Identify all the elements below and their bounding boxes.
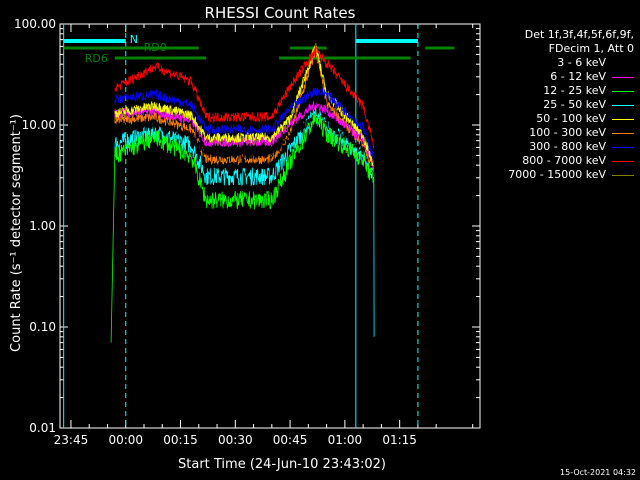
y-tick-label: 0.01 <box>29 421 56 435</box>
legend-entries: 3 - 6 keV 6 - 12 keV 12 - 25 keV 25 - 50 ke… <box>508 56 634 182</box>
legend-label: 7000 - 15000 keV <box>508 168 606 181</box>
annotations: N RD0 RD6 <box>63 24 455 428</box>
legend: Det 1f,3f,4f,5f,6f,9f, FDecim 1, Att 0 3… <box>508 28 634 182</box>
axis-ticks <box>60 23 480 429</box>
legend-swatch <box>612 62 634 64</box>
legend-label: 50 - 100 keV <box>536 112 606 125</box>
legend-entry: 7000 - 15000 keV <box>508 168 634 182</box>
legend-label: 25 - 50 keV <box>543 98 606 111</box>
legend-entry: 12 - 25 keV <box>508 84 634 98</box>
x-tick-label: 00:45 <box>273 433 308 447</box>
x-tick-label: 00:00 <box>108 433 143 447</box>
series-line <box>114 87 375 164</box>
legend-label: 3 - 6 keV <box>557 56 606 69</box>
series-line <box>114 42 375 167</box>
x-tick-label: 01:15 <box>382 433 417 447</box>
legend-swatch <box>612 174 634 176</box>
night-label: N <box>130 33 138 46</box>
series-line <box>110 108 375 343</box>
x-tick-label: 00:30 <box>218 433 253 447</box>
legend-entry: 300 - 800 keV <box>508 140 634 154</box>
attenuator-label: RD6 <box>85 52 108 65</box>
legend-swatch <box>612 118 634 120</box>
legend-entry: 25 - 50 keV <box>508 98 634 112</box>
series-layer <box>110 42 375 343</box>
x-tick-label: 00:15 <box>163 433 198 447</box>
chart-title: RHESSI Count Rates <box>205 4 356 22</box>
plot-frame <box>59 23 481 429</box>
attenuator-label: RD0 <box>144 41 167 54</box>
legend-label: 100 - 300 keV <box>529 126 606 139</box>
legend-swatch <box>612 160 634 162</box>
legend-label: 300 - 800 keV <box>529 140 606 153</box>
y-tick-label: 1.00 <box>29 219 56 233</box>
series-line <box>114 114 375 178</box>
legend-label: 12 - 25 keV <box>543 84 606 97</box>
legend-swatch <box>612 146 634 148</box>
legend-label: 800 - 7000 keV <box>522 154 606 167</box>
legend-entry: 800 - 7000 keV <box>508 154 634 168</box>
x-tick-label: 23:45 <box>54 433 89 447</box>
legend-swatch <box>612 104 634 106</box>
y-tick-label: 10.00 <box>22 118 56 132</box>
tick-labels: 0.01 0.10 1.00 10.00 100.00 23:45 00:00 00:15 00… <box>14 17 417 447</box>
legend-swatch <box>612 90 634 92</box>
plot-border <box>59 23 481 429</box>
y-tick-label: 0.10 <box>29 320 56 334</box>
y-tick-label: 100.00 <box>14 17 56 31</box>
x-tick-label: 01:00 <box>328 433 363 447</box>
legend-entry: 6 - 12 keV <box>508 70 634 84</box>
legend-label: 6 - 12 keV <box>550 70 606 83</box>
y-axis-label: Count Rate (s⁻¹ detector segment⁻¹) <box>9 114 24 352</box>
legend-header-1: Det 1f,3f,4f,5f,6f,9f, <box>524 28 634 41</box>
legend-swatch <box>612 132 634 134</box>
legend-swatch <box>612 76 634 78</box>
series-line <box>114 47 375 172</box>
legend-entry: 100 - 300 keV <box>508 126 634 140</box>
legend-header-2: FDecim 1, Att 0 <box>548 42 634 55</box>
legend-entry: 50 - 100 keV <box>508 112 634 126</box>
x-axis-label: Start Time (24-Jun-10 23:43:02) <box>178 457 386 472</box>
legend-entry: 3 - 6 keV <box>508 56 634 70</box>
series-line <box>114 45 375 149</box>
timestamp: 15-Oct-2021 04:32 <box>560 468 636 477</box>
